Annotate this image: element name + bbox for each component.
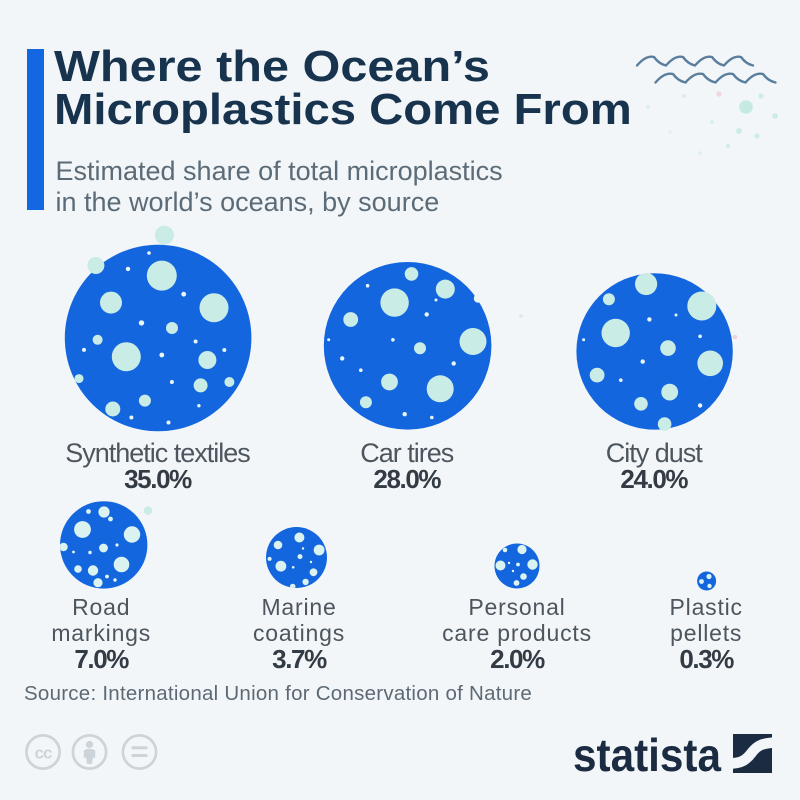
svg-text:statista: statista	[573, 729, 721, 776]
svg-text:cc: cc	[35, 744, 52, 763]
